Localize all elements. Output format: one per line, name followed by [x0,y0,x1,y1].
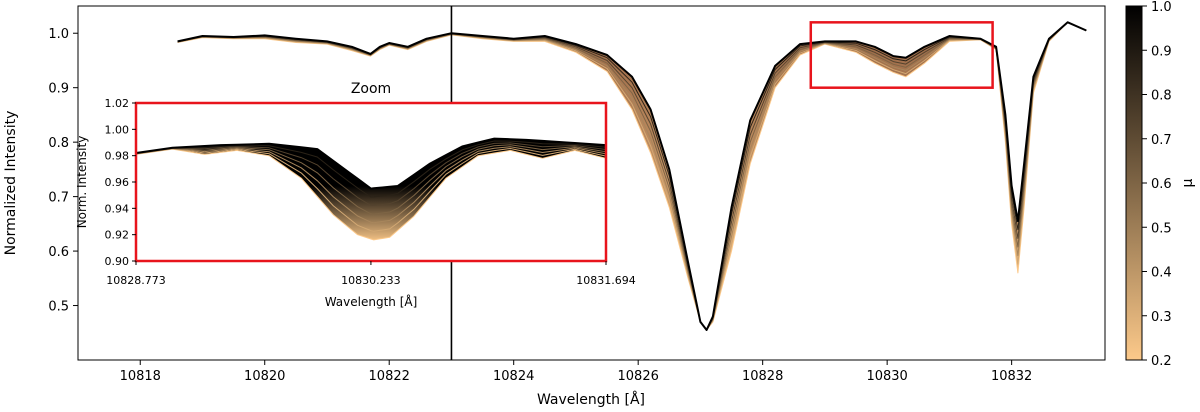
main-y-ticks: 0.5 0.6 0.7 0.8 0.9 1.0 [48,27,78,315]
colorbar-tick-label: 0.6 [1151,177,1172,192]
inset-line-mu-0 [135,148,607,241]
inset-line-mu-5 [135,140,607,198]
main-y-axis-label: Normalized Intensity [3,111,19,256]
inset-y-ticks: 0.90 0.92 0.94 0.96 0.98 1.00 1.02 [105,97,136,268]
inset-line-mu-1 [135,137,607,190]
inset-line-mu-4 [135,142,607,206]
inset-y-tick-label: 0.94 [105,202,130,215]
inset-y-tick-label: 0.92 [105,229,130,242]
main-x-tick-label: 10818 [120,369,161,384]
colorbar-label: μ [1180,178,1196,187]
colorbar-tick-label: 0.2 [1151,354,1172,369]
inset-x-tick-label: 10830.233 [341,274,401,287]
main-y-tick-label: 1.0 [48,27,69,42]
colorbar: 0.2 0.3 0.4 0.5 0.6 0.7 0.8 0.9 1.0 μ [1125,0,1196,369]
main-y-tick-label: 0.8 [48,136,69,151]
main-line-mu-1 [177,21,1087,331]
main-x-tick-label: 10822 [369,369,410,384]
colorbar-tick-label: 0.5 [1151,221,1172,236]
inset-line-mu-3 [135,144,607,215]
colorbar-tick-label: 0.7 [1151,133,1172,148]
main-axes: 10818 10820 10822 10824 10826 10828 10830 10832… [3,5,1106,408]
main-x-ticks: 10818 10820 10822 10824 10826 10828 10830 10832 [120,360,1032,384]
colorbar-tick-label: 1.0 [1151,0,1172,15]
main-x-axis-label: Wavelength [Å] [537,391,645,408]
inset-y-tick-label: 1.00 [105,123,130,136]
inset-x-tick-label: 10831.694 [576,274,636,287]
main-y-tick-label: 0.9 [48,82,69,97]
colorbar-tick-label: 0.3 [1151,310,1172,325]
main-plot-frame [77,5,1106,361]
main-x-tick-label: 10828 [742,369,783,384]
colorbar-ticks: 0.2 0.3 0.4 0.5 0.6 0.7 0.8 0.9 1.0 [1142,0,1172,369]
inset-y-tick-label: 0.90 [105,255,130,268]
main-x-tick-label: 10832 [991,369,1032,384]
main-x-tick-label: 10826 [618,369,659,384]
inset-y-tick-label: 1.02 [105,97,130,110]
colorbar-gradient [1125,5,1143,361]
inset-line-mu-1 [135,148,607,232]
main-x-tick-label: 10820 [244,369,285,384]
main-y-tick-label: 0.7 [48,191,69,206]
main-y-tick-label: 0.6 [48,245,69,260]
inset-y-axis-label: Norm. Intensity [75,136,89,229]
inset-x-ticks: 10828.773 10830.233 10831.694 [106,261,636,287]
inset-title: Zoom [351,81,391,97]
inset-line-mu-2 [135,146,607,224]
main-y-tick-label: 0.5 [48,300,69,315]
inset-x-axis-label: Wavelength [Å] [325,294,418,309]
inset-series-lines [135,137,607,241]
zoom-region-box [809,21,994,89]
main-x-tick-label: 10824 [493,369,534,384]
main-spread-band [177,22,1087,331]
colorbar-tick-label: 0.9 [1151,44,1172,59]
inset-y-tick-label: 0.96 [105,176,130,189]
main-x-tick-label: 10830 [866,369,907,384]
inset-x-tick-label: 10828.773 [106,274,166,287]
colorbar-tick-label: 0.8 [1151,89,1172,104]
main-series-lines [177,21,1087,331]
colorbar-tick-label: 0.4 [1151,266,1172,281]
inset-axes: 10828.773 10830.233 10831.694 0.90 0.92 0.94… [75,81,636,309]
main-band-fill [177,22,1087,331]
inset-y-tick-label: 0.98 [105,150,130,163]
